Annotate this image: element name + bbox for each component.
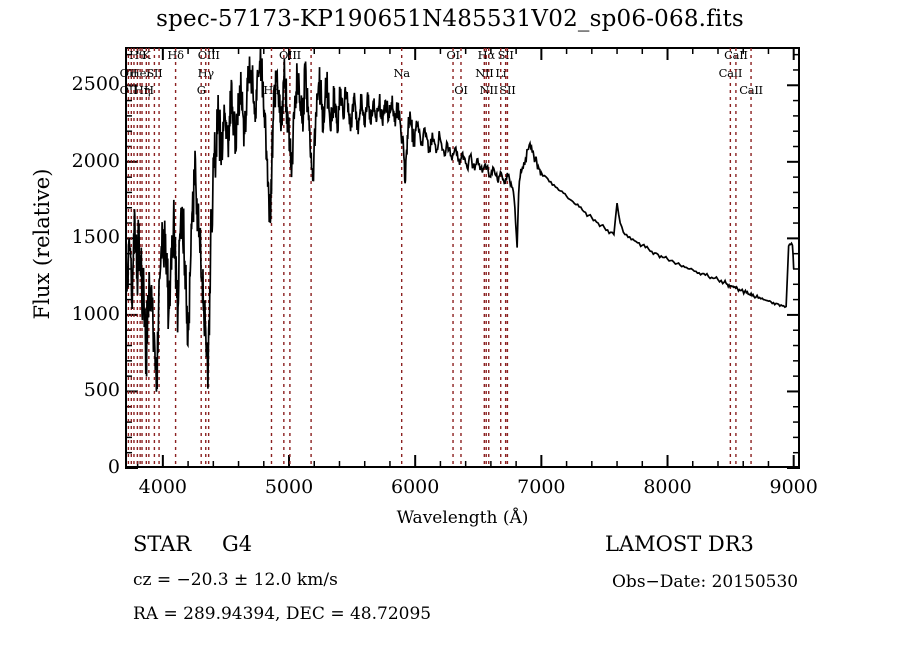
page-title: spec-57173-KP190651N485531V02_sp06-068.f…: [156, 6, 744, 32]
spectral-line-label: OI: [446, 48, 460, 62]
y-tick-label: 1500: [71, 226, 120, 249]
spectral-line-label: Hα: [477, 48, 496, 62]
spectral-line-label: Li: [495, 66, 507, 80]
spectral-line-label: SII: [497, 48, 514, 62]
spectral-line-label: OIII: [197, 48, 220, 62]
spectral-line-label: Hδ: [167, 48, 184, 62]
spectral-class-label: G4: [222, 532, 253, 556]
spectral-line-label: Na: [393, 66, 411, 80]
spectral-line-label: CaII: [724, 48, 748, 62]
y-tick-label: 0: [107, 456, 120, 478]
x-tick-label: 7000: [517, 476, 566, 498]
coordinates-label: RA = 289.94394, DEC = 48.72095: [133, 604, 432, 624]
spectral-line-label: NII: [475, 66, 494, 80]
spectral-line-label: OIII: [278, 48, 301, 62]
x-tick-label: 8000: [643, 476, 692, 498]
x-tick-label: 9000: [769, 476, 818, 498]
spectral-line-label: Hγ: [197, 66, 215, 80]
spectral-line-label: CaII: [718, 66, 743, 80]
plot-frame: [125, 47, 800, 468]
x-tick-label: 4000: [138, 476, 188, 498]
y-tick-label: 1000: [71, 302, 120, 325]
x-axis-label: Wavelength (Å): [396, 508, 529, 528]
spectral-line-label: SII: [146, 66, 163, 80]
x-tick-label: 6000: [390, 476, 440, 498]
obs-date-label: Obs−Date: 20150530: [612, 572, 799, 592]
x-tick-label: 5000: [264, 476, 314, 498]
y-tick-label: 2000: [71, 149, 120, 172]
y-tick-labels: 0 500 1000 1500 2000 2500: [55, 0, 120, 649]
y-tick-label: 2500: [71, 73, 120, 96]
redshift-velocity-label: cz = −20.3 ± 12.0 km/s: [133, 570, 338, 590]
y-axis-label: Flux (relative): [30, 168, 54, 320]
survey-label: LAMOST DR3: [605, 532, 754, 556]
spectral-line-label: CaII: [739, 83, 763, 97]
spectral-line-label: Hβ: [263, 83, 280, 97]
spectral-line-label: OI: [454, 83, 468, 97]
spectral-line-label: K: [142, 48, 151, 62]
spectral-line-label: G: [196, 83, 206, 97]
spectral-line-label: NII: [479, 83, 499, 97]
object-type-label: STAR: [133, 532, 192, 556]
y-tick-label: 500: [83, 379, 120, 402]
spectral-line-label: H: [143, 83, 154, 97]
spectral-line-label: SII: [499, 83, 516, 97]
